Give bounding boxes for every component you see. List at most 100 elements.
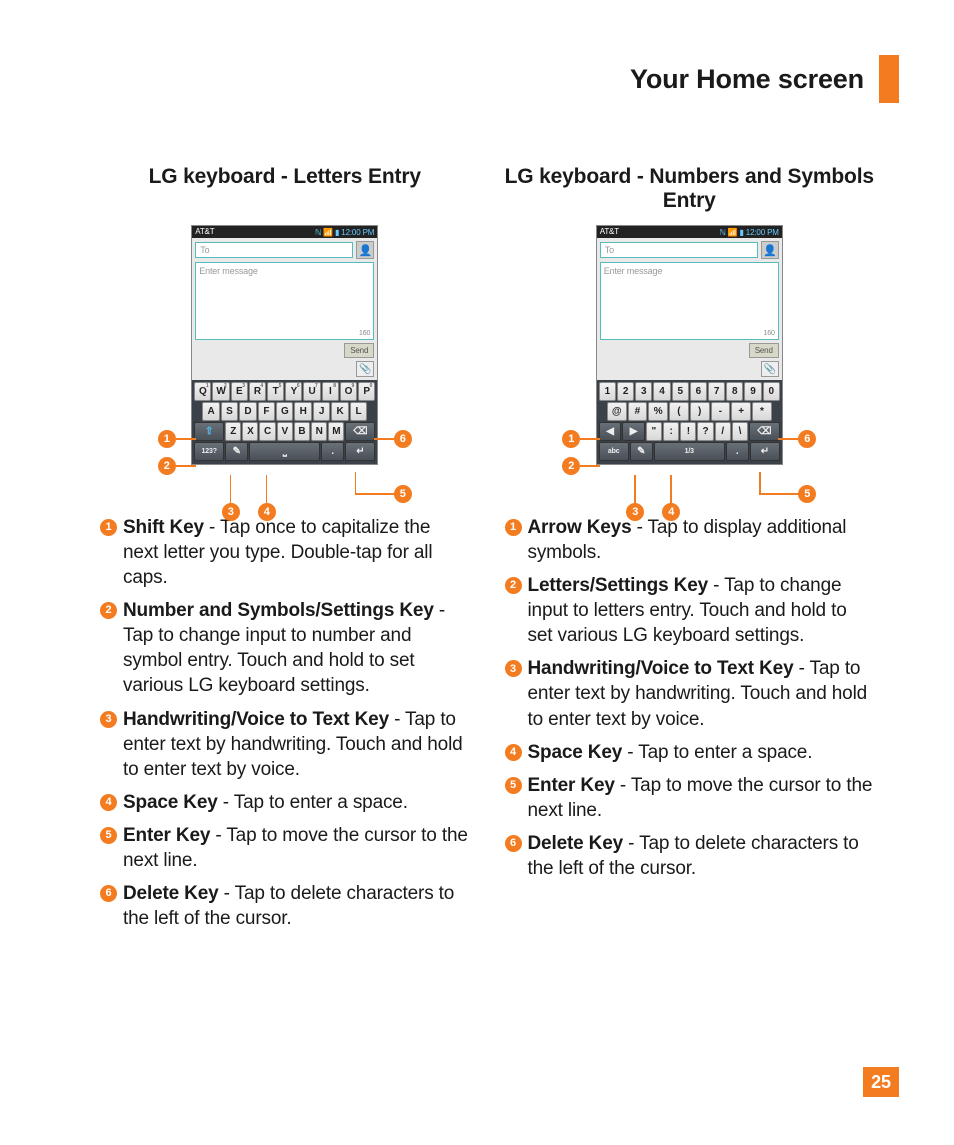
key: # — [628, 402, 648, 421]
period-key: . — [726, 442, 749, 461]
list-badge: 1 — [100, 519, 117, 536]
key: @ — [607, 402, 627, 421]
space-key: 1/3 — [654, 442, 725, 461]
list-badge: 5 — [505, 777, 522, 794]
key-row-2: @#%()-+* — [599, 402, 780, 421]
signal-icon: 📶 — [323, 228, 333, 237]
callout-badge-5: 5 — [394, 485, 412, 503]
list-item: 2Number and Symbols/Settings Key - Tap t… — [100, 598, 470, 698]
key: N — [311, 422, 327, 441]
key: V — [277, 422, 293, 441]
send-button: Send — [749, 343, 779, 358]
enter-key: ↵ — [345, 442, 375, 461]
list-text: Handwriting/Voice to Text Key - Tap to e… — [528, 656, 875, 731]
callout-line — [634, 475, 636, 505]
callout-badge-1: 1 — [562, 430, 580, 448]
list-text: Delete Key - Tap to delete characters to… — [528, 831, 875, 881]
key-row-1: 1234567890 — [599, 382, 780, 401]
space-key: ⎵ — [249, 442, 320, 461]
attach-icon: 📎 — [356, 361, 374, 377]
list-text: Delete Key - Tap to delete characters to… — [123, 881, 470, 931]
msg-placeholder: Enter message — [604, 266, 662, 276]
arrow-left-key: ◀ — [599, 422, 621, 441]
clock-label: 12:00 PM — [746, 228, 779, 237]
two-column-layout: LG keyboard - Letters Entry AT&T ℕ 📶 ▮ 1… — [100, 165, 874, 939]
phone-mock: AT&T ℕ 📶 ▮ 12:00 PM To 👤 Enter message 1… — [191, 225, 378, 465]
callout-line — [670, 475, 672, 505]
left-heading: LG keyboard - Letters Entry — [100, 165, 470, 217]
list-text: Arrow Keys - Tap to display additional s… — [528, 515, 875, 565]
list-title: Handwriting/Voice to Text Key — [123, 709, 389, 730]
key: P0 — [358, 382, 375, 401]
key: 6 — [690, 382, 707, 401]
clock-label: 12:00 PM — [341, 228, 374, 237]
callout-line — [176, 438, 196, 440]
keyboard: Q1W2E3R4T5Y6U7I8O9P0 ASDFGHJKL ⇧ ZXCVBNM… — [192, 380, 377, 464]
status-icons: ℕ 📶 ▮ 12:00 PM — [315, 227, 374, 237]
key: ! — [680, 422, 696, 441]
callout-badge-2: 2 — [158, 457, 176, 475]
callout-line — [580, 438, 600, 440]
phone-mock: AT&T ℕ 📶 ▮ 12:00 PM To 👤 Enter message 1… — [596, 225, 783, 465]
list-desc: - Tap to enter a space. — [218, 792, 408, 813]
status-bar: AT&T ℕ 📶 ▮ 12:00 PM — [597, 226, 782, 238]
key: L — [350, 402, 367, 421]
battery-icon: ▮ — [740, 228, 744, 237]
header-accent-bar — [879, 55, 899, 103]
list-title: Handwriting/Voice to Text Key — [528, 658, 794, 679]
keyboard: 1234567890 @#%()-+* ◀ ▶ ":!?/\ ⌫ abc ✎ 1… — [597, 380, 782, 464]
message-textarea: Enter message 160 — [600, 262, 779, 340]
list-text: Space Key - Tap to enter a space. — [123, 790, 470, 815]
letters-key: abc — [599, 442, 629, 461]
callout-badge-4: 4 — [258, 503, 276, 521]
list-title: Delete Key — [528, 833, 624, 854]
signal-icon: 📶 — [728, 228, 738, 237]
page-header-title: Your Home screen — [630, 64, 864, 95]
callout-badge-6: 6 — [394, 430, 412, 448]
callout-badge-1: 1 — [158, 430, 176, 448]
key: E3 — [231, 382, 248, 401]
list-title: Delete Key — [123, 883, 219, 904]
right-phone-illustration: AT&T ℕ 📶 ▮ 12:00 PM To 👤 Enter message 1… — [564, 225, 814, 465]
list-badge: 3 — [505, 660, 522, 677]
key: * — [752, 402, 772, 421]
list-title: Letters/Settings Key — [528, 575, 709, 596]
key: - — [711, 402, 731, 421]
key: B — [294, 422, 310, 441]
key: C — [259, 422, 275, 441]
list-badge: 4 — [100, 794, 117, 811]
list-text: Handwriting/Voice to Text Key - Tap to e… — [123, 707, 470, 782]
callout-line — [230, 475, 232, 505]
right-list: 1Arrow Keys - Tap to display additional … — [505, 515, 875, 881]
key: \ — [732, 422, 748, 441]
key: ) — [690, 402, 710, 421]
key: 4 — [653, 382, 670, 401]
left-list: 1Shift Key - Tap once to capitalize the … — [100, 515, 470, 931]
callout-line — [355, 493, 395, 495]
callout-line — [355, 472, 357, 494]
callout-line — [759, 472, 761, 494]
list-text: Letters/Settings Key - Tap to change inp… — [528, 573, 875, 648]
list-badge: 2 — [100, 602, 117, 619]
key: I8 — [322, 382, 339, 401]
callout-badge-6: 6 — [798, 430, 816, 448]
list-text: Enter Key - Tap to move the cursor to th… — [528, 773, 875, 823]
callout-line — [759, 493, 799, 495]
key: 5 — [672, 382, 689, 401]
battery-icon: ▮ — [335, 228, 339, 237]
callout-badge-3: 3 — [222, 503, 240, 521]
delete-key: ⌫ — [345, 422, 375, 441]
key: Z — [225, 422, 241, 441]
key: : — [663, 422, 679, 441]
delete-key: ⌫ — [749, 422, 780, 441]
send-button: Send — [344, 343, 374, 358]
right-column: LG keyboard - Numbers and Symbols Entry … — [505, 165, 875, 939]
key: % — [648, 402, 668, 421]
list-text: Enter Key - Tap to move the cursor to th… — [123, 823, 470, 873]
key: U7 — [303, 382, 320, 401]
list-badge: 4 — [505, 744, 522, 761]
message-textarea: Enter message 160 — [195, 262, 374, 340]
list-title: Number and Symbols/Settings Key — [123, 600, 434, 621]
list-badge: 6 — [505, 835, 522, 852]
list-title: Space Key — [528, 742, 623, 763]
